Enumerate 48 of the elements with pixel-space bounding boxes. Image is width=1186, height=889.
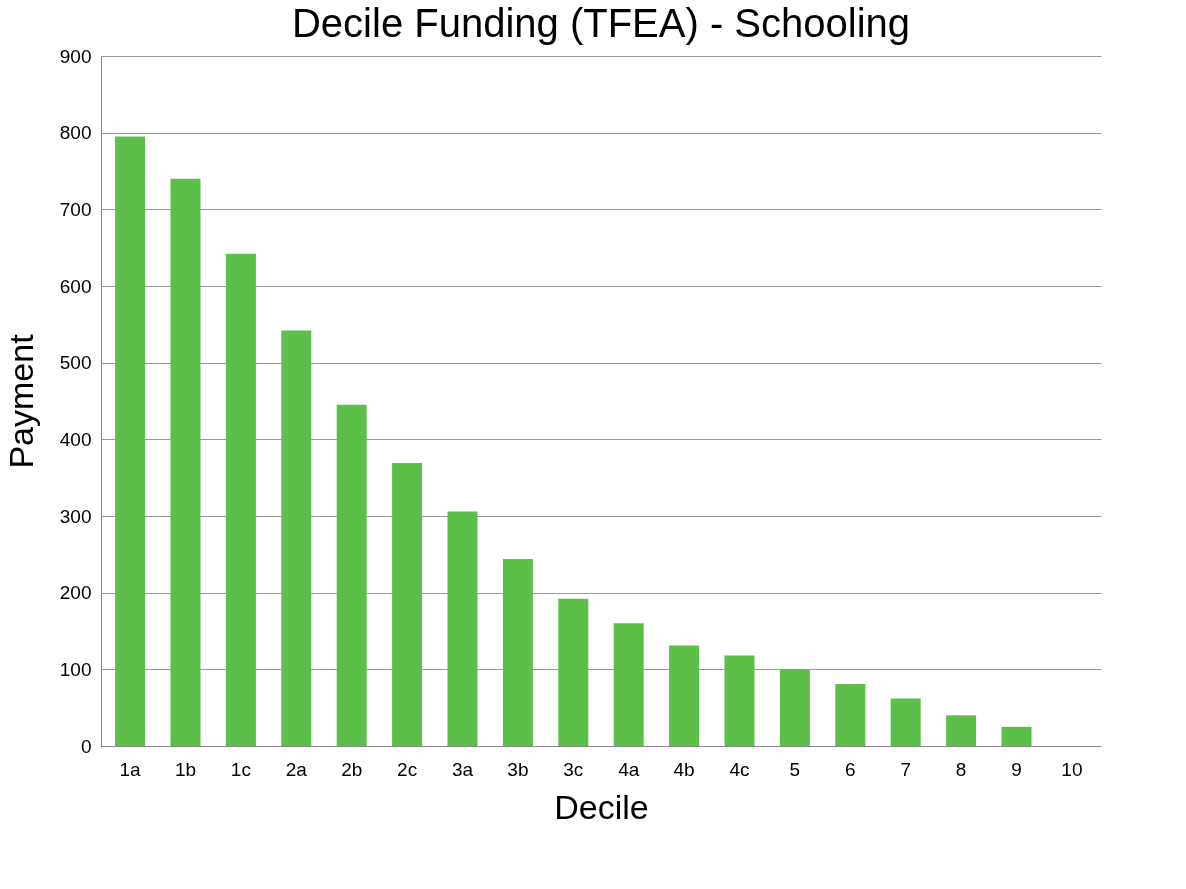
bar [558, 598, 589, 746]
x-tick-label: 9 [1011, 758, 1022, 780]
x-tick-label: 1a [119, 758, 142, 780]
chart-title: Decile Funding (TFEA) - Schooling [291, 1, 911, 45]
bar [779, 669, 810, 746]
y-tick-label: 600 [59, 275, 92, 297]
bar [669, 645, 700, 746]
x-tick-label: 6 [845, 758, 856, 780]
x-tick-label: 4c [729, 758, 750, 780]
x-tick-label: 1b [174, 758, 197, 780]
bar [1001, 726, 1032, 746]
x-tick-label: 2b [341, 758, 363, 780]
bar [613, 623, 644, 746]
bar [115, 136, 146, 746]
bar [724, 655, 755, 746]
x-tick-label: 1c [230, 758, 251, 780]
bar [946, 715, 977, 746]
x-tick-label: 5 [789, 758, 801, 780]
x-tick-label: 4b [673, 758, 695, 780]
bar [890, 698, 921, 746]
y-tick-label: 0 [80, 735, 92, 757]
y-tick-label: 100 [59, 658, 92, 680]
x-tick-label: 4a [618, 758, 640, 780]
y-tick-label: 700 [59, 198, 92, 220]
bar [835, 683, 866, 746]
x-tick-label: 2c [397, 758, 418, 780]
bar [447, 511, 478, 746]
bar [225, 253, 256, 746]
x-tick-label: 2a [285, 758, 308, 780]
y-tick-label: 400 [59, 428, 92, 450]
y-tick-label: 800 [59, 122, 92, 144]
x-tick-label: 3b [507, 758, 529, 780]
bar [502, 558, 533, 746]
bar [392, 463, 423, 746]
x-axis-title: Decile [554, 787, 649, 826]
bar [336, 404, 367, 746]
y-axis-title: Payment [1, 333, 40, 469]
bar [170, 178, 201, 746]
x-tick-label: 7 [900, 758, 911, 780]
y-tick-label: 900 [59, 45, 92, 67]
x-tick-label: 3a [451, 758, 474, 780]
x-tick-label: 10 [1061, 758, 1083, 780]
x-tick-label: 8 [955, 758, 967, 780]
y-tick-label: 300 [59, 505, 92, 527]
y-tick-label: 500 [59, 352, 92, 374]
x-tick-label: 3c [563, 758, 584, 780]
y-tick-label: 200 [59, 582, 92, 604]
bar [281, 330, 312, 746]
